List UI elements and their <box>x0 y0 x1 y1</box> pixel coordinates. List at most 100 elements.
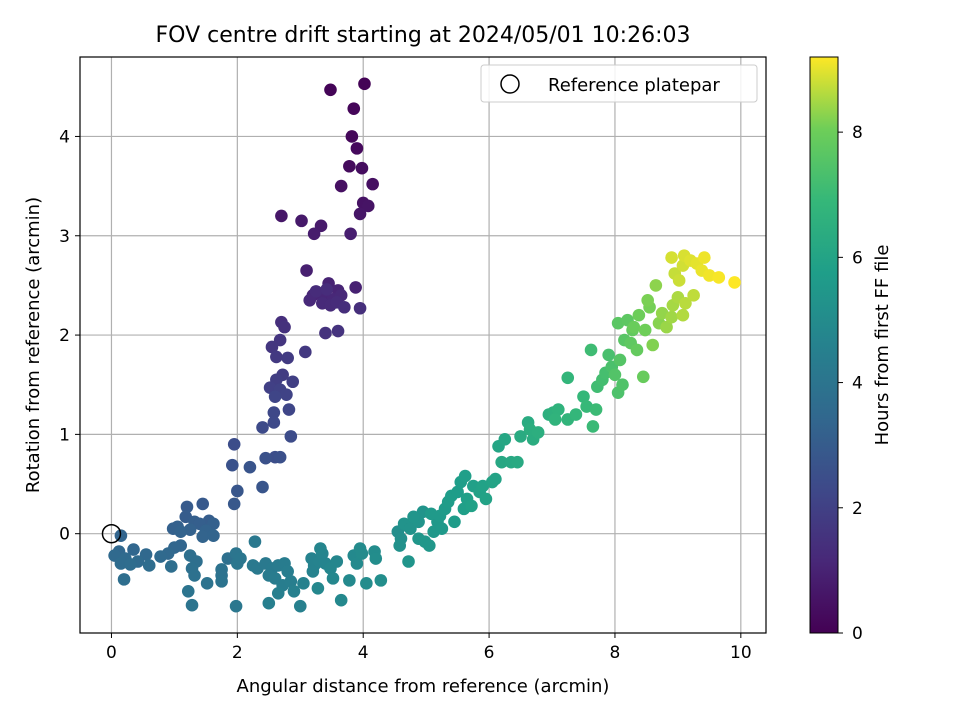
data-point <box>231 484 244 498</box>
reference-platepar-point <box>101 523 122 544</box>
data-point <box>200 577 214 590</box>
x-tick-label: 2 <box>232 643 243 663</box>
data-points <box>108 77 741 613</box>
data-point <box>548 413 562 426</box>
data-point <box>278 320 291 334</box>
data-point <box>265 340 279 354</box>
data-point <box>636 370 650 384</box>
data-point <box>267 416 281 429</box>
data-point <box>569 408 583 421</box>
data-point <box>124 558 137 571</box>
data-point <box>338 300 351 314</box>
data-point <box>281 351 294 365</box>
x-tick-label: 6 <box>484 643 495 663</box>
data-point <box>180 500 194 514</box>
data-point <box>326 572 340 585</box>
data-point <box>127 543 140 556</box>
data-point <box>303 294 317 307</box>
data-point <box>511 455 524 469</box>
data-point <box>589 403 603 416</box>
data-point <box>489 472 502 486</box>
data-point <box>256 421 269 434</box>
data-point <box>181 584 195 598</box>
colorbar-label: Hours from first FF file <box>872 245 893 446</box>
data-point <box>142 559 156 572</box>
data-point <box>679 296 692 310</box>
data-point <box>672 274 686 287</box>
data-point <box>407 510 420 524</box>
y-tick-label: 2 <box>59 326 70 346</box>
data-point <box>270 350 283 364</box>
data-point <box>331 324 345 338</box>
data-point <box>458 469 472 483</box>
data-point <box>366 177 379 191</box>
data-point <box>309 285 323 298</box>
legend: Reference platepar <box>480 64 758 103</box>
data-point <box>577 390 590 403</box>
data-point <box>728 276 741 289</box>
legend-label: Reference platepar <box>548 75 720 96</box>
data-point <box>552 403 565 416</box>
data-point <box>284 430 298 443</box>
data-point <box>687 289 700 302</box>
data-point <box>297 577 310 590</box>
data-point <box>613 353 627 367</box>
data-point <box>479 492 493 506</box>
data-point <box>638 323 652 337</box>
data-point <box>234 552 247 565</box>
data-point <box>114 557 128 570</box>
data-point <box>347 102 361 115</box>
data-point <box>495 455 508 469</box>
data-point <box>188 569 201 582</box>
data-point <box>215 575 228 588</box>
colorbar-gradient <box>809 56 839 634</box>
colorbar-tick-label: 2 <box>852 499 863 519</box>
data-point <box>676 308 690 322</box>
data-point <box>319 326 332 340</box>
data-point <box>374 574 388 587</box>
data-point <box>584 343 598 357</box>
data-point <box>287 584 301 598</box>
legend-box <box>480 64 758 103</box>
data-point <box>226 458 239 472</box>
data-point <box>665 251 678 264</box>
data-point <box>660 320 673 334</box>
data-point <box>273 450 287 464</box>
colorbar-tick-label: 6 <box>852 248 863 268</box>
data-point <box>602 348 615 362</box>
data-point <box>117 573 131 586</box>
data-point <box>196 530 210 543</box>
data-point <box>344 227 357 241</box>
x-tick-label: 4 <box>358 643 369 663</box>
x-axis-label: Angular distance from reference (arcmin) <box>237 676 610 697</box>
colorbar-tick-label: 0 <box>852 624 863 644</box>
plot-frame <box>79 56 767 634</box>
data-point <box>402 555 415 568</box>
data-point <box>353 207 367 221</box>
x-tick-label: 0 <box>106 643 117 663</box>
x-tick-label: 8 <box>610 643 621 663</box>
data-point <box>627 320 641 334</box>
data-point <box>293 599 307 613</box>
legend-marker-open-circle-icon <box>500 74 520 94</box>
data-point <box>514 430 527 443</box>
data-point <box>183 523 197 537</box>
data-point <box>476 479 490 493</box>
data-point <box>655 306 669 320</box>
data-point <box>451 485 464 499</box>
data-point <box>281 565 294 578</box>
y-tick-label: 3 <box>59 227 70 247</box>
data-point <box>243 460 257 474</box>
data-point <box>498 433 512 446</box>
y-tick-label: 1 <box>59 425 70 445</box>
data-point <box>320 283 334 296</box>
data-point <box>360 577 373 590</box>
data-point <box>665 310 678 324</box>
data-point <box>164 560 178 573</box>
data-point <box>703 269 716 282</box>
y-axis-ticks: 0 1 2 3 4 <box>59 127 80 545</box>
data-point <box>343 574 356 587</box>
x-tick-label: 10 <box>730 643 752 663</box>
data-point <box>641 294 654 307</box>
